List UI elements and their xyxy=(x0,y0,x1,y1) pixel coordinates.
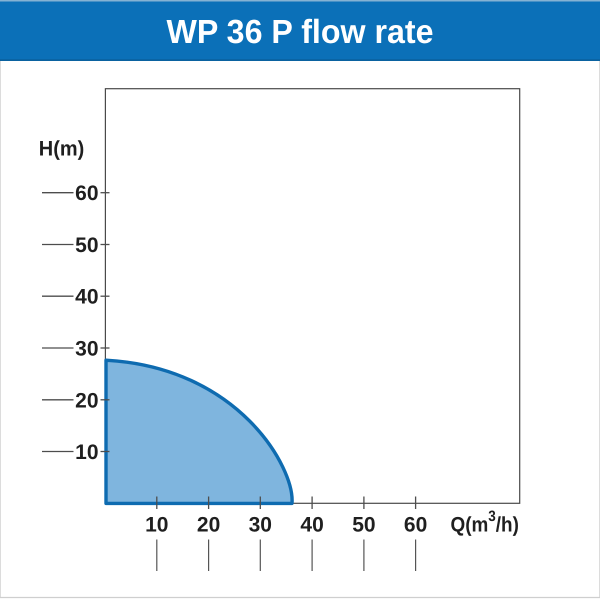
svg-text:20: 20 xyxy=(75,389,98,412)
svg-text:WP 36 P flow rate: WP 36 P flow rate xyxy=(167,14,434,51)
svg-text:40: 40 xyxy=(300,514,323,537)
svg-text:Q(m3/h): Q(m3/h) xyxy=(451,508,519,537)
svg-text:20: 20 xyxy=(197,514,220,537)
svg-text:H(m): H(m) xyxy=(39,138,84,161)
svg-text:10: 10 xyxy=(145,514,168,537)
svg-text:30: 30 xyxy=(249,514,272,537)
svg-text:30: 30 xyxy=(75,338,98,361)
svg-text:50: 50 xyxy=(352,514,375,537)
svg-text:10: 10 xyxy=(75,441,98,464)
svg-text:60: 60 xyxy=(404,514,427,537)
svg-text:60: 60 xyxy=(75,182,98,205)
svg-text:50: 50 xyxy=(75,234,98,257)
svg-text:40: 40 xyxy=(75,286,98,309)
